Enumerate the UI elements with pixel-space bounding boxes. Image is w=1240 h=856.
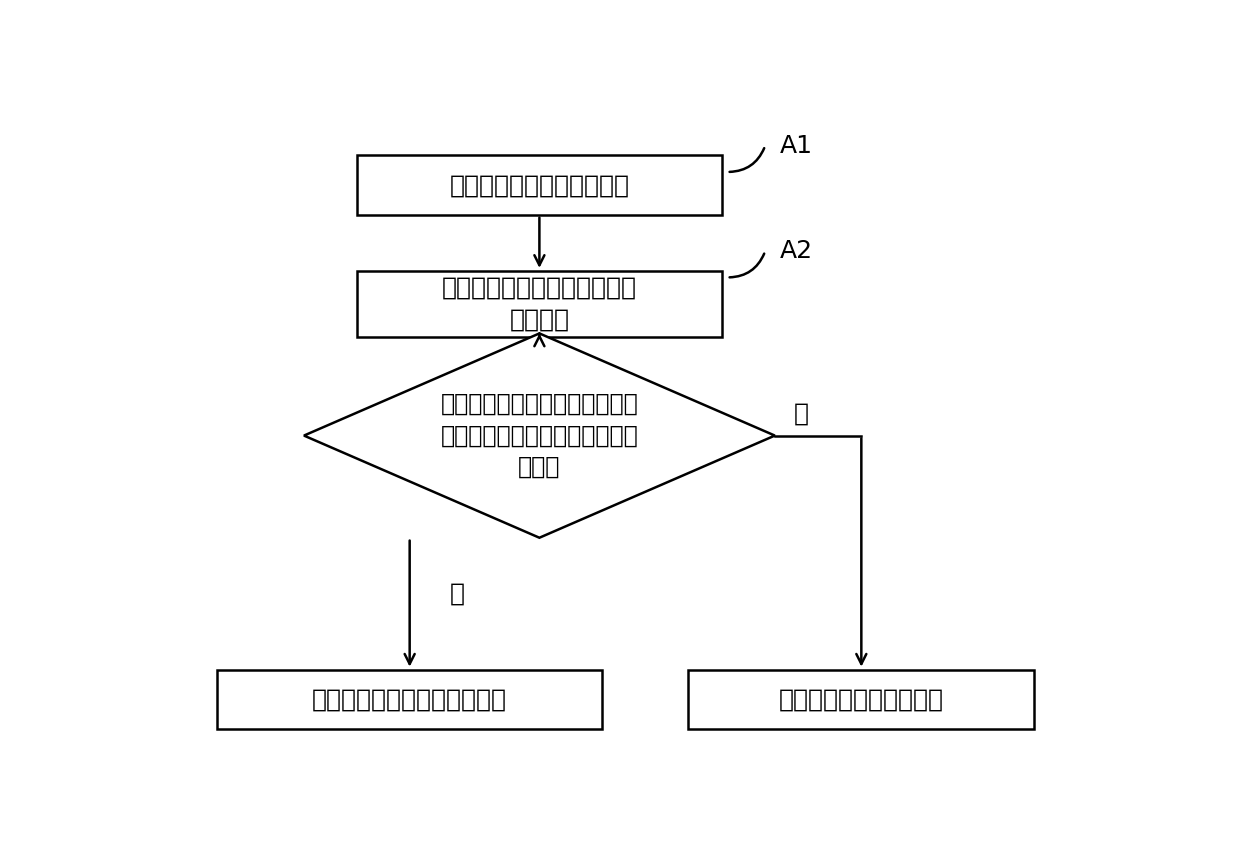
Text: A2: A2 xyxy=(780,239,812,263)
Polygon shape xyxy=(304,334,775,538)
Text: 否: 否 xyxy=(794,401,808,425)
Text: 保持镇痛波形的输出类型不变: 保持镇痛波形的输出类型不变 xyxy=(312,687,507,711)
Text: 是: 是 xyxy=(450,582,465,606)
Text: A1: A1 xyxy=(780,134,812,158)
Bar xyxy=(688,669,1034,729)
Text: 更新镇痛波形的输出类型: 更新镇痛波形的输出类型 xyxy=(779,687,944,711)
Text: 当前面部图像对应的镇痛波形类
型与当前输出的镇痛波形类型相
同吗？: 当前面部图像对应的镇痛波形类 型与当前输出的镇痛波形类型相 同吗？ xyxy=(440,392,639,479)
Bar xyxy=(357,270,722,336)
Bar xyxy=(357,156,722,215)
Text: 每隔指定时间采集面部图像: 每隔指定时间采集面部图像 xyxy=(449,173,630,197)
Bar xyxy=(217,669,601,729)
Text: 分析当前面部图像对应的镇痛
波形类型: 分析当前面部图像对应的镇痛 波形类型 xyxy=(441,276,637,331)
